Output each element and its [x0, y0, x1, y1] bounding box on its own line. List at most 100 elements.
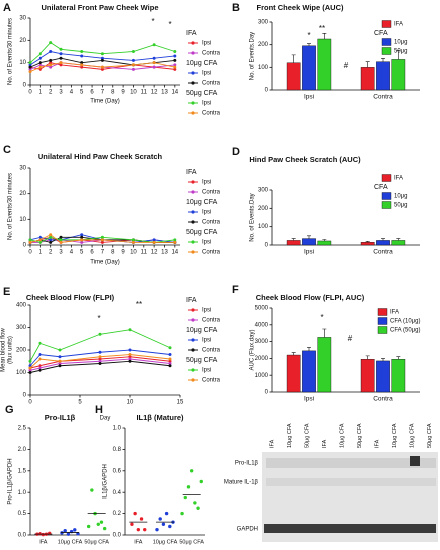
y-tick-label: 2.0 [18, 447, 27, 453]
x-tick-label: 1 [39, 90, 43, 96]
error-bar [307, 43, 311, 46]
data-point [98, 362, 102, 365]
data-point [49, 50, 53, 53]
data-point [152, 65, 156, 69]
data-point [128, 348, 132, 352]
lane-label: 10μg CFA [392, 423, 398, 448]
panel-letter: B [232, 2, 240, 14]
legend-marker [191, 101, 195, 105]
y-tick-label: 200 [16, 348, 27, 354]
legend-marker [191, 368, 195, 372]
data-point [58, 362, 62, 365]
data-point [28, 371, 32, 374]
data-point [73, 528, 77, 532]
data-point [100, 238, 104, 242]
legend-group: IFA [186, 169, 197, 176]
data-point [28, 240, 32, 244]
data-point [90, 488, 94, 492]
legend-label: IFA [390, 310, 399, 316]
x-tick-label: Contra [373, 94, 393, 101]
data-point [96, 522, 100, 526]
bar [286, 354, 301, 393]
y-tick-label: 0.8 [113, 447, 122, 453]
y-axis-label: IL1β/GAPDH [103, 464, 109, 499]
panel-letter: C [3, 144, 11, 156]
data-point [189, 469, 194, 473]
bar [317, 337, 332, 393]
data-point [158, 517, 162, 521]
bar [317, 38, 332, 91]
legend-label: Contra [202, 111, 221, 117]
x-tick-label: 10μg CFA [58, 539, 83, 545]
data-point [168, 364, 172, 368]
data-point [100, 240, 104, 244]
data-point [155, 527, 159, 532]
x-tick-label: 9 [121, 90, 125, 96]
data-point [173, 67, 177, 71]
legend-label: 10μg [394, 194, 407, 200]
legend-group: 50μg CFA [186, 90, 218, 97]
blot-strong-band [410, 456, 420, 466]
y-axis-label: (flux units) [8, 336, 14, 364]
y-tick-label: 100 [258, 65, 269, 71]
error-bar [291, 352, 296, 356]
bar [376, 360, 390, 393]
data-point [131, 50, 135, 53]
legend-group: 10μg CFA [186, 327, 218, 334]
y-tick-label: 400 [16, 303, 27, 309]
data-point [100, 52, 104, 56]
x-tick-label: 2 [49, 250, 53, 256]
x-tick-label: 5 [80, 250, 84, 256]
data-point [63, 529, 67, 533]
lane-label: 50μg CFA [357, 423, 363, 448]
data-point [80, 233, 84, 237]
x-tick-label: 13 [161, 250, 168, 256]
x-tick-label: 4 [70, 90, 74, 96]
annotation: # [344, 61, 349, 70]
legend-marker [191, 180, 195, 184]
lane-label: IFA [322, 439, 328, 448]
data-point [58, 355, 62, 359]
bar [317, 240, 332, 246]
data-point [173, 65, 177, 69]
data-point [28, 65, 32, 69]
bar [302, 238, 316, 246]
data-point [76, 532, 80, 536]
legend-label: Contra [202, 250, 221, 256]
data-point [131, 58, 135, 62]
data-point [168, 524, 172, 529]
x-tick-label: 12 [151, 250, 158, 256]
data-point [128, 355, 132, 359]
chart-title: Hind Paw Cheek Scratch (AUC) [249, 155, 361, 164]
data-point [100, 65, 104, 69]
legend-label: Ipsi [202, 180, 211, 186]
lane-label: 50μg CFA [304, 423, 310, 448]
data-point [28, 67, 32, 71]
legend-marker [191, 348, 195, 352]
series-line [29, 349, 171, 367]
data-point [131, 238, 135, 242]
error-bar [381, 238, 385, 241]
y-tick-label: 4000 [255, 322, 269, 328]
data-point [28, 359, 32, 363]
y-tick-label: 0 [265, 243, 269, 249]
data-point [38, 63, 42, 67]
lane-label: 10μg CFA [287, 423, 293, 448]
x-tick-label: 10μg CFA [153, 539, 178, 545]
y-tick-label: 30 [19, 166, 26, 172]
chart-title: Front Cheek Wipe (AUC) [256, 3, 344, 12]
legend-label: Contra [202, 190, 221, 196]
y-axis-label: No. of Events/30 minutes [8, 18, 14, 85]
error-bar [396, 356, 401, 360]
x-tick-label: 10 [130, 250, 137, 256]
legend-label: Contra [202, 220, 221, 226]
legend-marker [191, 81, 195, 85]
x-tick-label: 0 [28, 250, 32, 256]
chart-title: IL1β (Mature) [136, 413, 184, 422]
data-point [28, 238, 32, 242]
data-point [28, 70, 32, 74]
legend-marker [191, 308, 195, 312]
x-tick-label: 1 [39, 250, 43, 256]
data-point [59, 240, 63, 244]
legend-label: CFA (10μg) [390, 319, 420, 325]
